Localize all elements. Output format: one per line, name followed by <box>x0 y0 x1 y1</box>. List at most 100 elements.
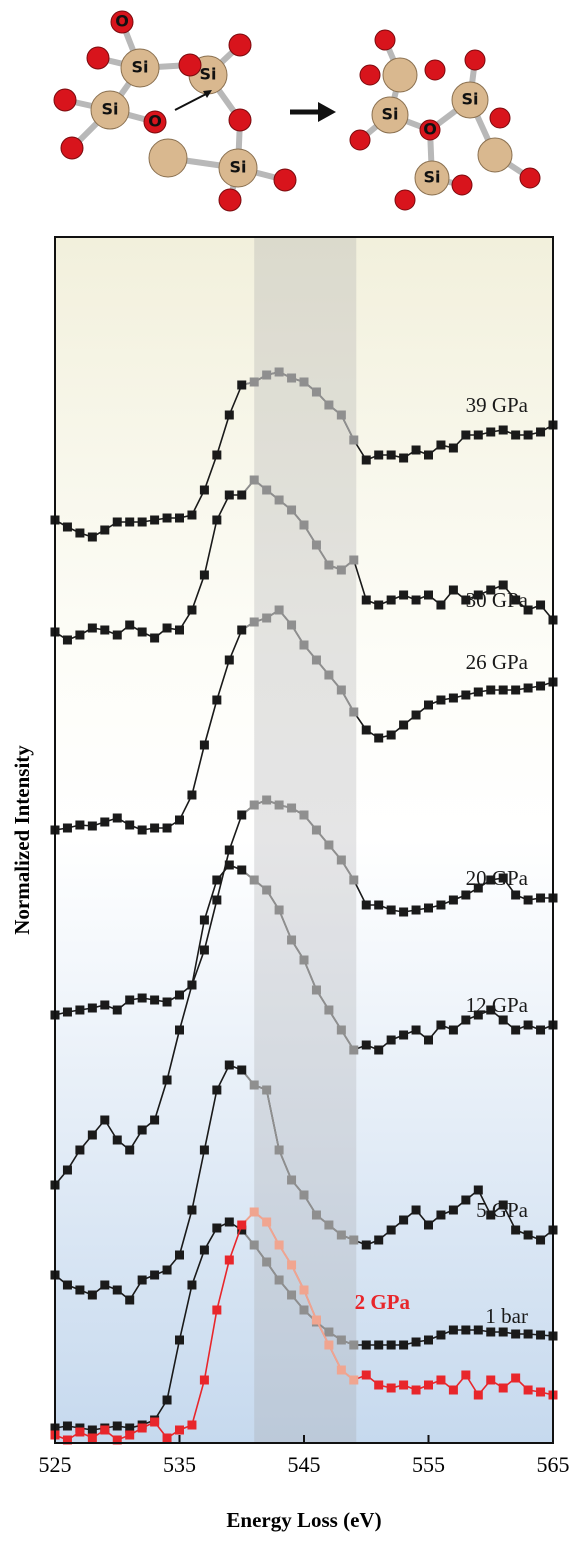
series-label: 26 GPa <box>466 650 529 674</box>
data-point <box>311 540 321 550</box>
data-point <box>411 595 421 605</box>
data-point <box>336 565 346 575</box>
data-point <box>212 1085 222 1095</box>
series-line-highlight <box>241 1210 355 1381</box>
data-point <box>287 935 297 945</box>
data-point <box>511 430 521 440</box>
data-point <box>448 1205 458 1215</box>
data-point <box>212 1223 222 1233</box>
data-point <box>523 1020 533 1030</box>
atom-label: O <box>423 120 437 139</box>
highlight-band <box>254 237 357 1443</box>
structure-diagram: O Si Si Si O Si Si Si O Si <box>53 10 541 212</box>
data-point <box>100 817 110 827</box>
data-point <box>112 1421 122 1431</box>
data-point <box>411 710 421 720</box>
data-point <box>411 445 421 455</box>
data-point <box>150 995 160 1005</box>
data-point <box>150 1115 160 1125</box>
data-point <box>274 905 284 915</box>
data-point <box>199 1145 209 1155</box>
data-point <box>62 1165 72 1175</box>
data-point <box>62 1280 72 1290</box>
data-point <box>212 695 222 705</box>
atom-label: O <box>115 12 129 31</box>
data-point <box>162 997 172 1007</box>
data-point <box>299 640 309 650</box>
data-point <box>336 685 346 695</box>
data-point <box>436 695 446 705</box>
data-point <box>199 1375 209 1385</box>
data-point <box>374 1235 384 1245</box>
data-point <box>100 1280 110 1290</box>
series-label: 20 GPa <box>466 866 529 890</box>
data-point <box>87 1130 97 1140</box>
data-point <box>187 1420 197 1430</box>
data-point <box>249 1207 259 1217</box>
data-point <box>361 900 371 910</box>
data-point <box>162 1395 172 1405</box>
data-point <box>436 1330 446 1340</box>
data-point <box>125 1145 135 1155</box>
data-point <box>262 485 272 495</box>
data-point <box>361 1370 371 1380</box>
data-point <box>498 1015 508 1025</box>
data-point <box>112 1135 122 1145</box>
data-point <box>62 522 72 532</box>
data-point <box>324 560 334 570</box>
data-point <box>448 693 458 703</box>
data-point <box>436 900 446 910</box>
data-point <box>175 990 184 1000</box>
data-point <box>498 1383 508 1393</box>
data-point <box>162 513 172 523</box>
data-point <box>237 380 247 390</box>
data-point <box>473 1390 483 1400</box>
data-point <box>187 790 197 800</box>
data-point <box>349 1045 359 1055</box>
data-point <box>511 1329 521 1339</box>
data-point <box>399 1030 409 1040</box>
data-point <box>536 600 546 610</box>
data-point <box>361 725 371 735</box>
data-point <box>349 555 359 565</box>
data-point <box>100 1425 110 1435</box>
data-point <box>125 620 135 630</box>
data-point <box>175 1425 184 1435</box>
data-point <box>150 633 160 643</box>
data-point <box>187 1280 197 1290</box>
data-point <box>162 1265 172 1275</box>
data-point <box>349 435 359 445</box>
data-point <box>62 823 72 833</box>
data-point <box>336 855 346 865</box>
data-point <box>249 617 259 627</box>
data-point <box>287 505 297 515</box>
data-point <box>62 635 72 645</box>
data-point <box>187 980 197 990</box>
data-point <box>486 1210 496 1220</box>
data-point <box>311 1315 321 1325</box>
data-point <box>274 605 284 615</box>
data-point <box>486 1327 496 1337</box>
data-point <box>299 955 309 965</box>
data-point <box>262 885 272 895</box>
data-point <box>162 1433 172 1443</box>
series-label: 2 GPa <box>355 1290 411 1314</box>
data-point <box>112 1435 122 1445</box>
data-point <box>175 815 184 825</box>
data-point <box>511 595 521 605</box>
data-point <box>137 993 147 1003</box>
data-point <box>461 890 471 900</box>
data-point <box>224 845 234 855</box>
data-point <box>274 1145 284 1155</box>
data-point <box>374 733 384 743</box>
x-tick-label: 555 <box>412 1452 445 1477</box>
data-point <box>125 820 135 830</box>
data-point <box>336 410 346 420</box>
data-point <box>112 813 122 823</box>
data-point <box>536 1387 546 1397</box>
data-point <box>224 655 234 665</box>
data-point <box>374 1340 384 1350</box>
data-point <box>311 825 321 835</box>
data-point <box>187 510 197 520</box>
data-point <box>100 1000 110 1010</box>
